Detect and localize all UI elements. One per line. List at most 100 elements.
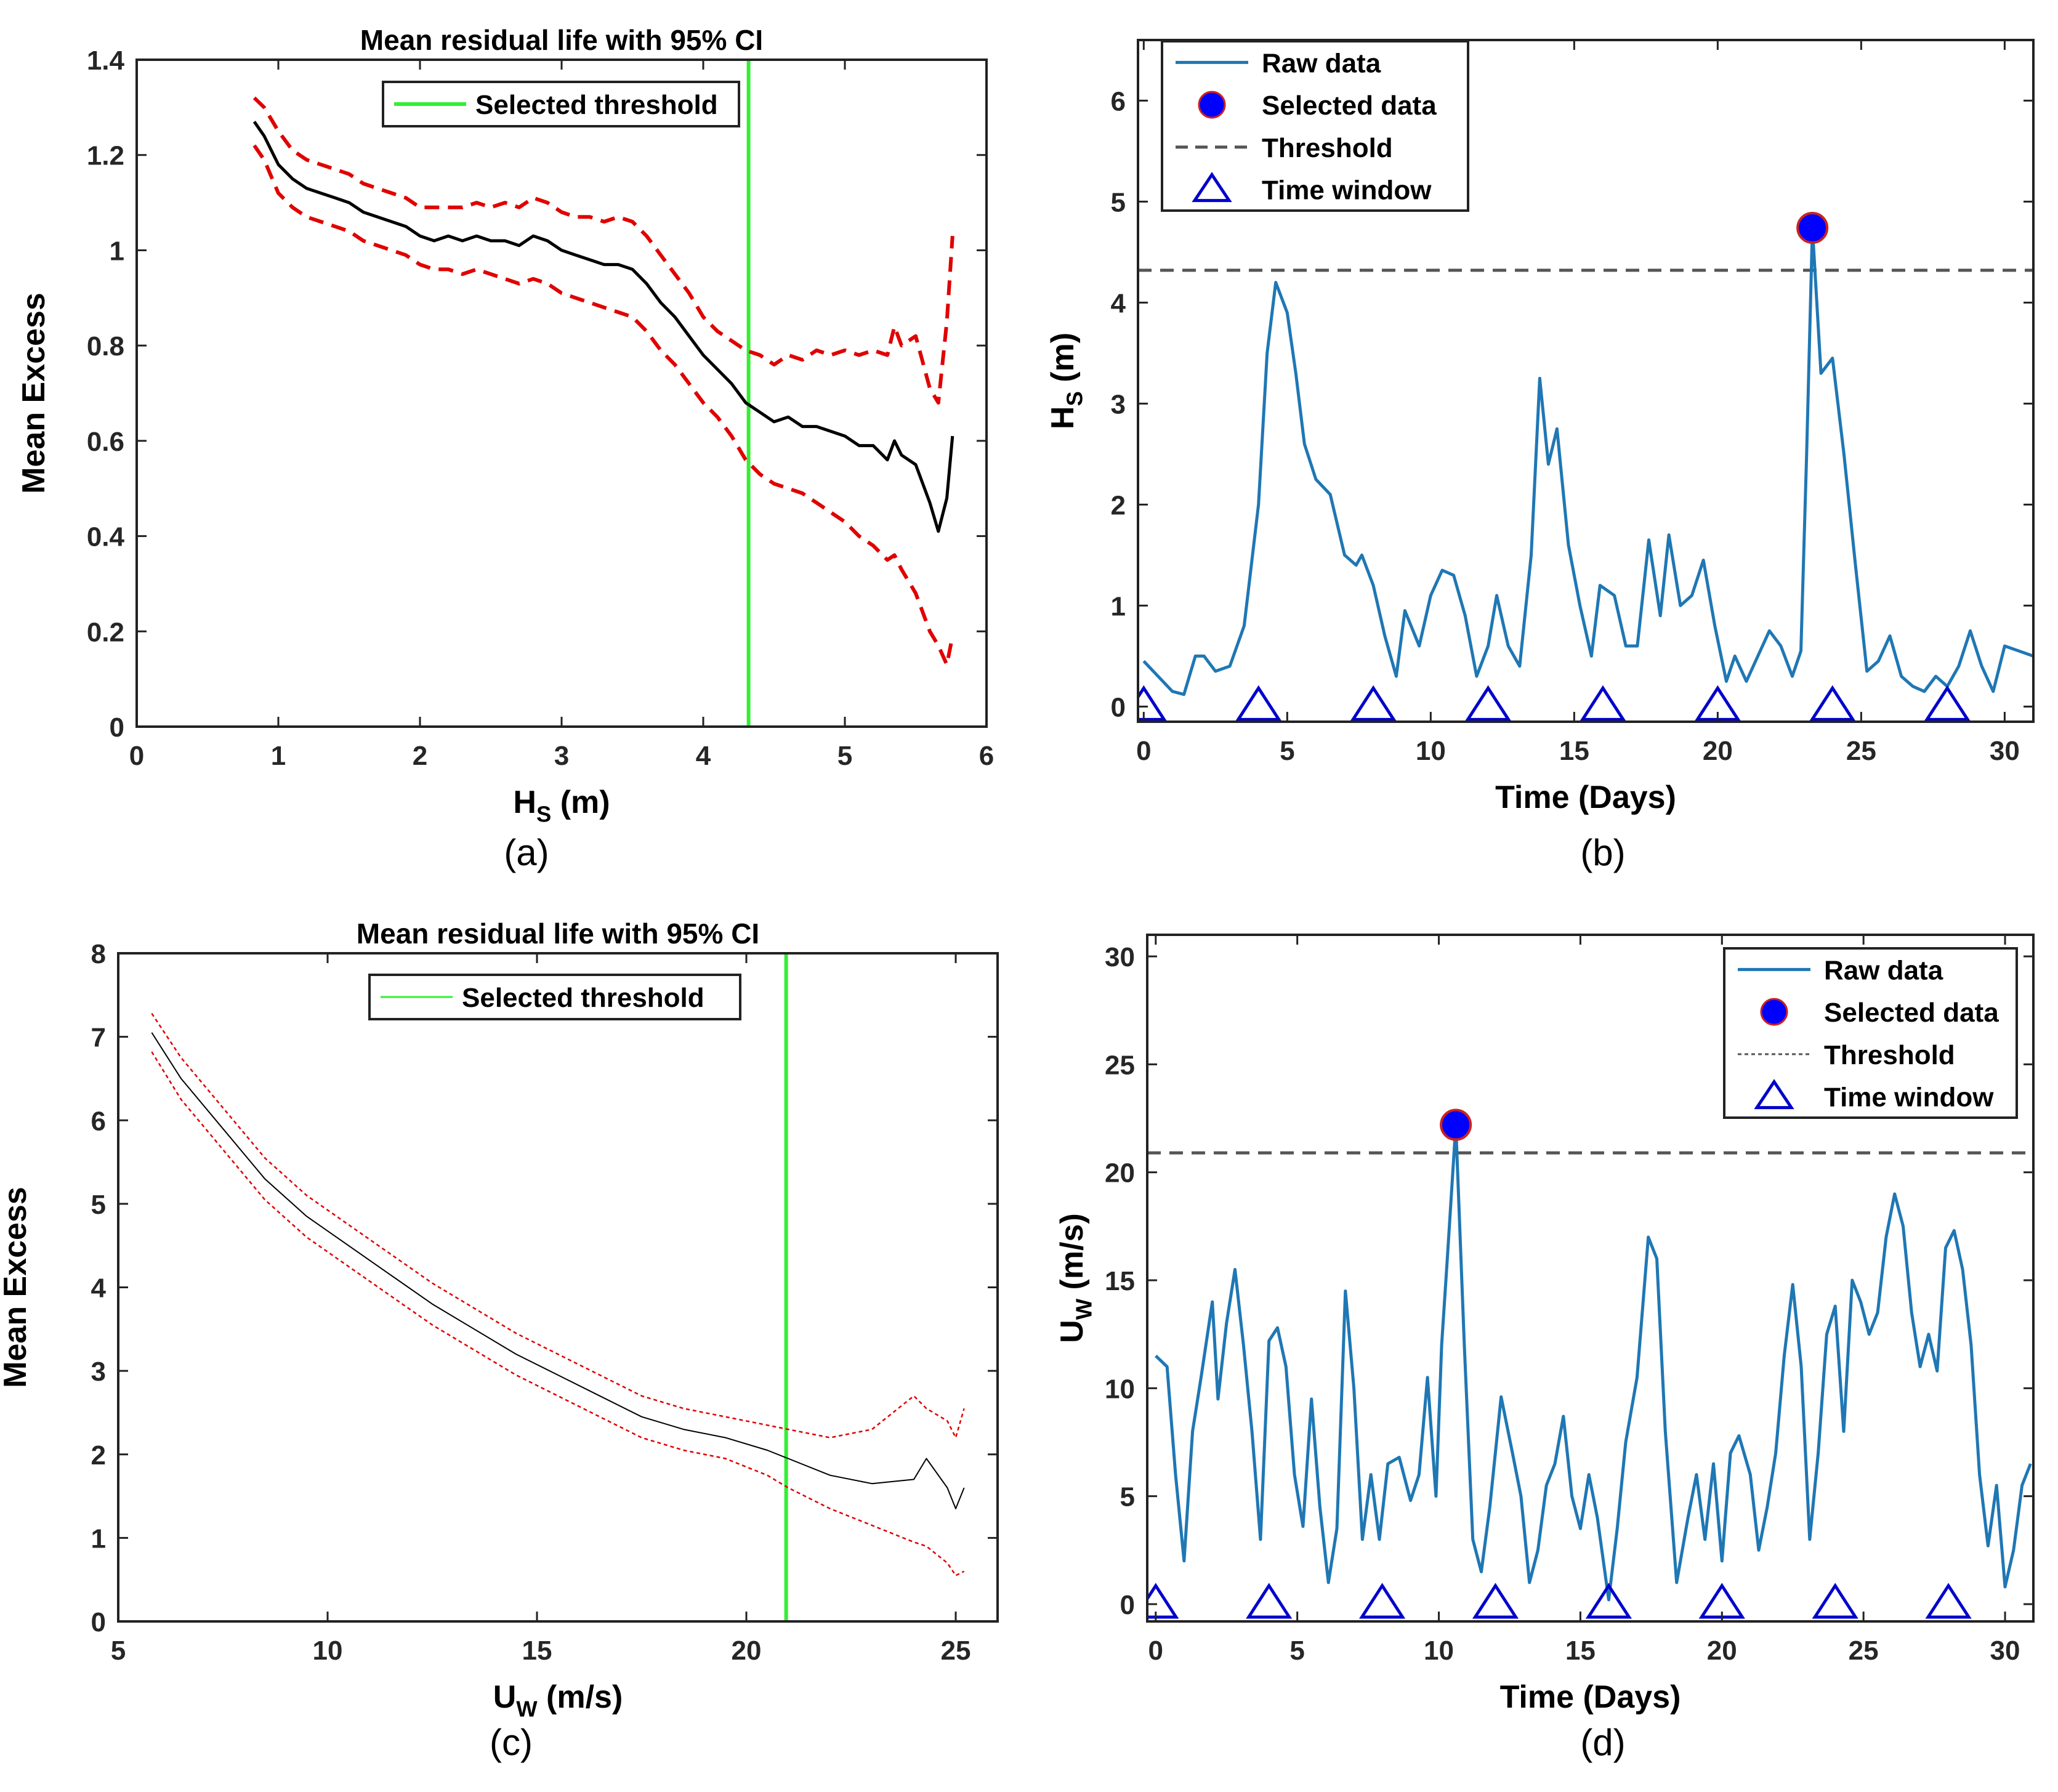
x-axis-label-rest: (m/s) <box>538 1679 623 1715</box>
plot-content-a <box>252 60 954 727</box>
legend-swatch-time-window <box>1192 172 1232 203</box>
legend-swatch-selected <box>1198 91 1226 119</box>
x-tick-label: 20 <box>1707 1636 1737 1666</box>
x-axis-label-text: UW (m/s) <box>493 1679 623 1722</box>
series-raw-data <box>1142 226 2033 696</box>
x-axis-label-main: U <box>493 1679 517 1715</box>
legend: Selected threshold <box>368 974 741 1020</box>
x-tick-label: 6 <box>979 741 994 771</box>
y-axis-label-sub: W <box>1071 1298 1097 1320</box>
y-axis-label-main: H <box>1045 406 1081 430</box>
y-tick-label: 25 <box>1105 1050 1135 1080</box>
y-tick-label: 0.8 <box>87 331 124 361</box>
x-tick-label: 5 <box>1289 1636 1304 1666</box>
y-tick-label: 0.6 <box>87 427 124 457</box>
x-tick-label: 25 <box>1846 736 1876 766</box>
y-tick-label: 7 <box>91 1023 106 1053</box>
legend-label: Time window <box>1262 176 1432 206</box>
y-tick-label: 1 <box>1111 591 1126 621</box>
x-tick-label: 10 <box>313 1636 343 1666</box>
y-tick-label: 3 <box>1111 389 1126 419</box>
y-axis-label-rest: (m/s) <box>1054 1213 1090 1299</box>
plot-content-c <box>151 953 965 1621</box>
legend-label: Threshold <box>1824 1040 1955 1070</box>
y-axis-label: UW (m/s) <box>1054 1213 1097 1343</box>
plot-content-d <box>1147 1123 2033 1619</box>
y-tick-label: 0.4 <box>87 522 125 552</box>
x-tick-label: 20 <box>732 1636 762 1666</box>
legend-label: Raw data <box>1262 48 1381 78</box>
time-window-marker <box>1246 1583 1293 1619</box>
x-tick-label: 15 <box>1559 736 1589 766</box>
y-tick-label: 15 <box>1105 1266 1135 1296</box>
series-lower-95-ci <box>151 1051 965 1576</box>
y-axis-label: Mean Excess <box>0 1187 33 1388</box>
panel-caption: (b) <box>1580 832 1625 873</box>
x-tick-label: 5 <box>1280 736 1294 766</box>
y-tick-label: 0 <box>1120 1590 1135 1620</box>
x-axis-label: UW (m/s) <box>493 1679 623 1722</box>
x-axis-label-text: HS (m) <box>513 785 610 827</box>
y-tick-label: 2 <box>1111 490 1126 520</box>
y-axis-label-text: HS (m) <box>1045 333 1088 429</box>
x-tick-label: 30 <box>1990 736 2020 766</box>
y-tick-label: 1 <box>91 1524 106 1554</box>
x-axis-label: Time (Days) <box>1495 780 1676 815</box>
y-tick-label: 30 <box>1105 942 1135 972</box>
legend-label-threshold: Selected threshold <box>462 983 704 1013</box>
axes-frame <box>1137 39 2035 723</box>
legend-label: Threshold <box>1262 133 1393 163</box>
y-tick-label: 5 <box>1120 1482 1135 1512</box>
panel-b: 0 5 10 15 20 25 30 0 1 2 3 4 5 6 Time (Days) HS (m) (b) R… <box>1045 39 2035 873</box>
y-tick-label: 4 <box>1111 288 1126 318</box>
x-tick-label: 0 <box>129 741 144 771</box>
x-tick-label: 1 <box>271 741 286 771</box>
series-upper-95-ci <box>151 1013 965 1439</box>
plot-area-c <box>118 953 998 1621</box>
y-tick-label: 20 <box>1105 1158 1135 1189</box>
y-axis-label: Mean Excess <box>16 293 52 494</box>
x-tick-label: 25 <box>1849 1636 1879 1666</box>
time-window-marker <box>1924 685 1971 721</box>
legend-label: Raw data <box>1824 955 1943 985</box>
time-window-marker <box>1350 685 1397 721</box>
axes-frame <box>1146 934 2035 1623</box>
plot-content-b <box>1138 226 2033 721</box>
y-axis-label-main: U <box>1054 1320 1090 1343</box>
legend: Raw data Selected data Threshold Time windo… <box>1723 947 2018 1119</box>
y-tick-label: 10 <box>1105 1374 1135 1404</box>
y-tick-label: 1 <box>110 236 124 266</box>
series-lower-95-ci <box>252 144 954 667</box>
y-tick-label: 8 <box>91 939 106 969</box>
x-tick-label: 25 <box>941 1636 971 1666</box>
time-window-marker <box>1358 1583 1406 1619</box>
x-axis-label-sub: S <box>536 802 551 827</box>
x-tick-label: 2 <box>413 741 427 771</box>
legend-box <box>1161 40 1469 212</box>
panel-d: 0 5 10 15 20 25 30 0 5 10 15 20 25 30 Time (Days) UW (m… <box>1054 934 2035 1763</box>
x-tick-label: 0 <box>1148 1636 1163 1666</box>
y-tick-label: 0 <box>1111 692 1126 722</box>
time-window-marker <box>1809 685 1856 721</box>
x-tick-label: 3 <box>554 741 569 771</box>
y-tick-label: 0 <box>91 1607 106 1637</box>
x-tick-label: 15 <box>522 1636 552 1666</box>
x-axis-label: HS (m) <box>513 785 610 827</box>
selected-data-point <box>1440 1108 1472 1141</box>
y-tick-label: 0.2 <box>87 617 124 647</box>
x-tick-label: 4 <box>696 741 711 771</box>
y-axis-label: HS (m) <box>1045 333 1088 429</box>
time-window-marker <box>1472 1583 1519 1619</box>
legend-label: Selected data <box>1824 998 1999 1028</box>
time-window-marker <box>1464 685 1512 721</box>
panel-caption: (a) <box>504 832 549 873</box>
x-axis-label-rest: (m) <box>551 785 610 820</box>
series-mean-excess <box>252 121 954 533</box>
y-axis-label-rest: (m) <box>1045 333 1081 391</box>
legend: Selected threshold <box>382 81 740 127</box>
series-upper-95-ci <box>252 96 954 405</box>
x-tick-label: 5 <box>111 1636 126 1666</box>
legend-label: Time window <box>1824 1083 1994 1113</box>
y-tick-label: 6 <box>91 1106 106 1136</box>
